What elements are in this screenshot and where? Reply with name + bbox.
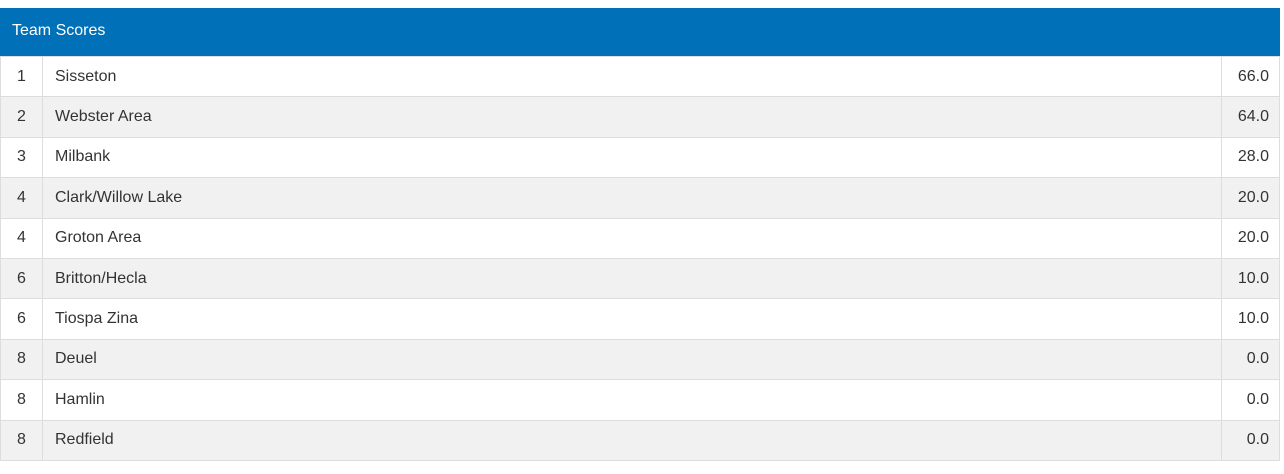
rank-cell: 4 [0,177,43,219]
table-row: 8 Hamlin 0.0 [0,379,1280,421]
team-name-cell: Hamlin [42,379,1222,421]
table-row: 8 Deuel 0.0 [0,338,1280,381]
rank-cell: 6 [0,298,43,340]
rank-cell: 6 [0,257,43,300]
scores-table: 1 Sisseton 66.0 2 Webster Area 64.0 3 Milbank 28… [0,55,1280,461]
rank-cell: 1 [0,55,43,98]
team-name-cell: Groton Area [42,217,1222,259]
score-cell: 66.0 [1221,55,1280,98]
rank-cell: 8 [0,419,43,461]
rank-cell: 3 [0,136,43,179]
rank-cell: 4 [0,217,43,259]
team-scores-panel: Team Scores 1 Sisseton 66.0 2 Webster Area 64… [0,8,1280,461]
table-row: 6 Tiospa Zina 10.0 [0,298,1280,340]
score-cell: 10.0 [1221,298,1280,340]
table-row: 1 Sisseton 66.0 [0,55,1280,98]
score-cell: 20.0 [1221,217,1280,259]
score-cell: 64.0 [1221,96,1280,138]
table-row: 2 Webster Area 64.0 [0,96,1280,138]
panel-title: Team Scores [0,8,1280,56]
table-row: 4 Groton Area 20.0 [0,217,1280,259]
team-name-cell: Tiospa Zina [42,298,1222,340]
score-cell: 0.0 [1221,338,1280,381]
team-name-cell: Clark/Willow Lake [42,177,1222,219]
table-row: 3 Milbank 28.0 [0,136,1280,179]
table-row: 4 Clark/Willow Lake 20.0 [0,177,1280,219]
table-row: 8 Redfield 0.0 [0,419,1280,461]
team-name-cell: Milbank [42,136,1222,179]
score-cell: 0.0 [1221,379,1280,421]
rank-cell: 2 [0,96,43,138]
score-cell: 10.0 [1221,257,1280,300]
team-name-cell: Deuel [42,338,1222,381]
score-cell: 20.0 [1221,177,1280,219]
team-name-cell: Webster Area [42,96,1222,138]
team-name-cell: Britton/Hecla [42,257,1222,300]
table-body: 1 Sisseton 66.0 2 Webster Area 64.0 3 Milbank 28… [0,55,1280,461]
table-row: 6 Britton/Hecla 10.0 [0,257,1280,300]
team-name-cell: Sisseton [42,55,1222,98]
score-cell: 28.0 [1221,136,1280,179]
rank-cell: 8 [0,379,43,421]
rank-cell: 8 [0,338,43,381]
score-cell: 0.0 [1221,419,1280,461]
team-name-cell: Redfield [42,419,1222,461]
